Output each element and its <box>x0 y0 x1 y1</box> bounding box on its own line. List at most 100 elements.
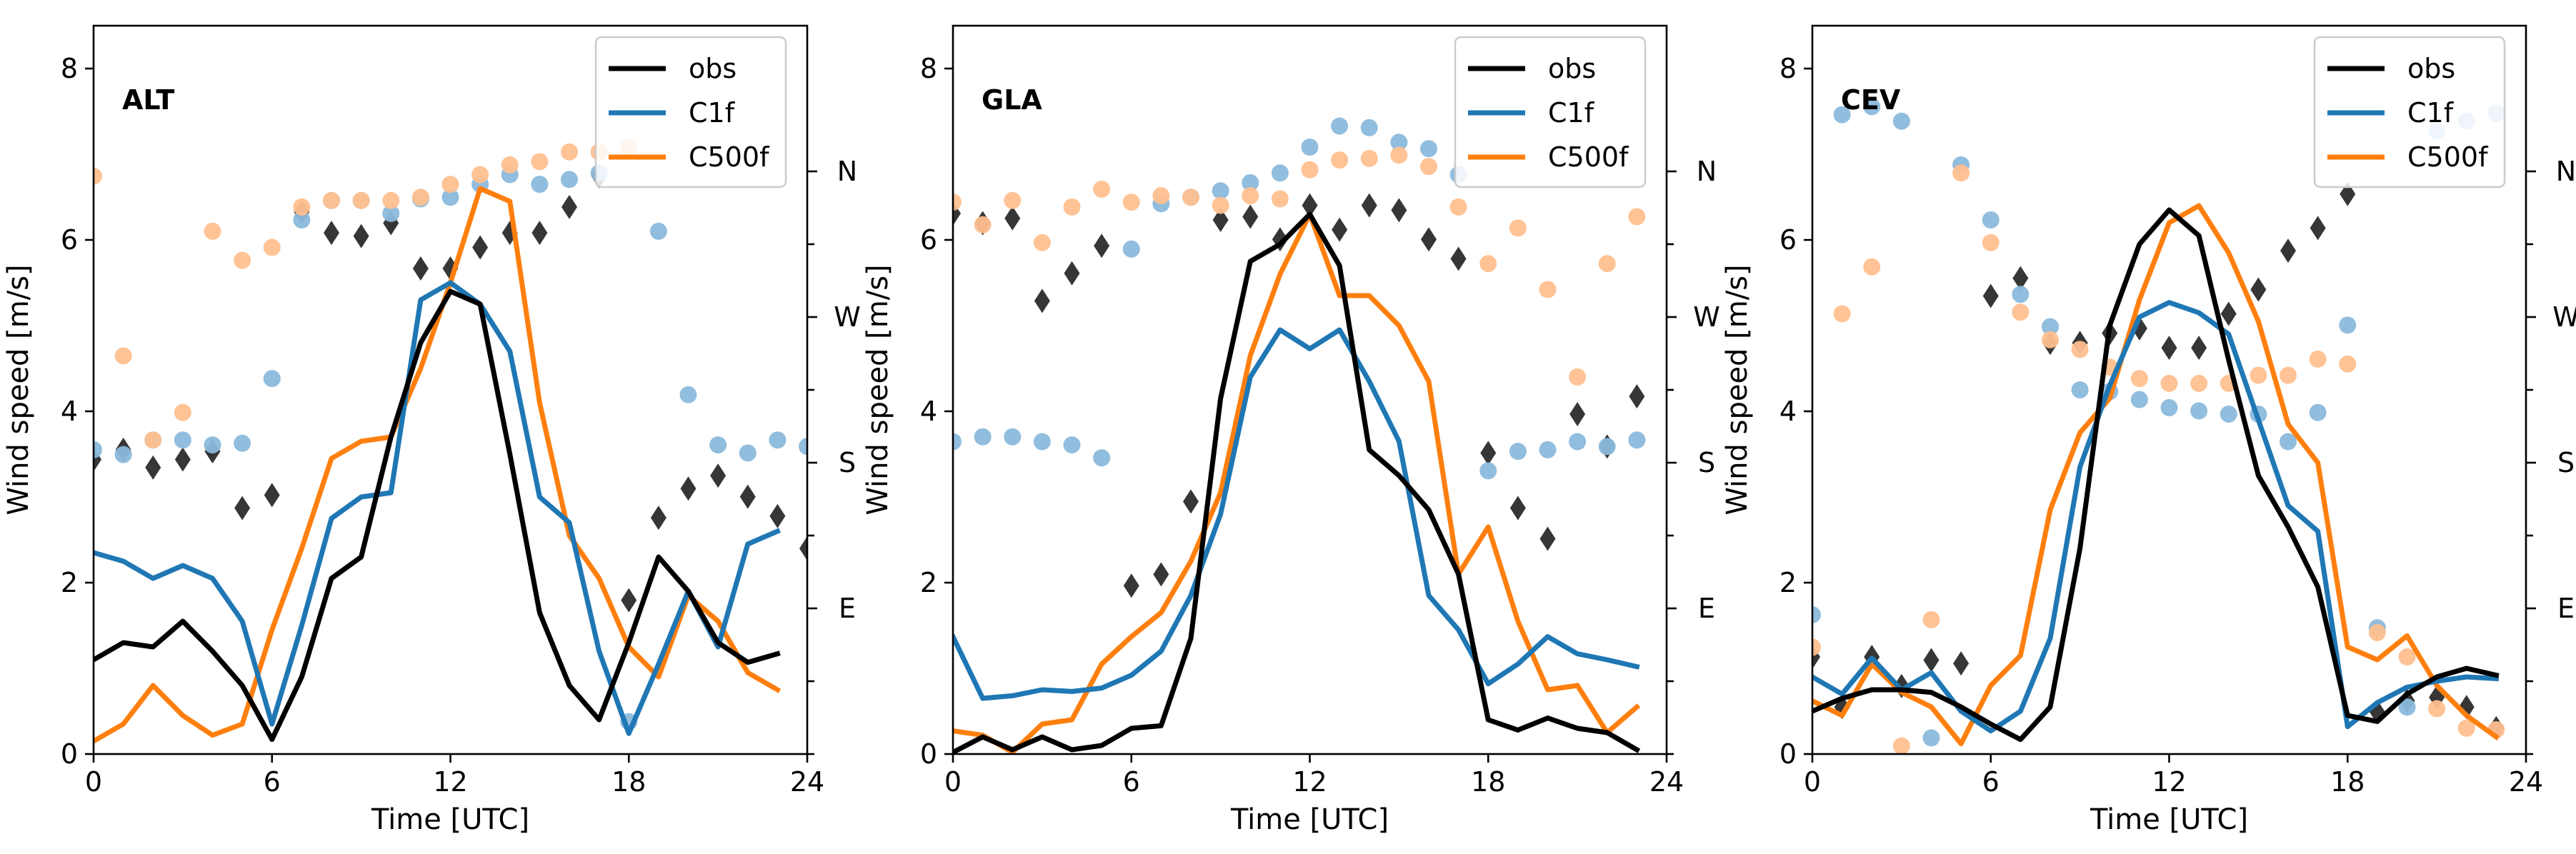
legend-label-c500f: C500f <box>1548 141 1629 173</box>
obs-direction-point <box>1004 206 1021 231</box>
c1f-series-line <box>94 280 781 736</box>
y-tick-label: 8 <box>61 53 78 84</box>
c500f-direction-point <box>234 251 251 269</box>
obs-direction-point <box>1421 227 1437 252</box>
obs-direction-point <box>739 484 756 509</box>
y-tick-label: 2 <box>920 567 937 598</box>
obs-direction-point <box>769 503 786 528</box>
c500f-direction-point <box>1004 191 1022 209</box>
c1f-direction-point <box>382 204 400 222</box>
obs-direction-point <box>561 194 577 219</box>
y-tick-label: 6 <box>1779 224 1797 256</box>
y-tick-label: 2 <box>61 567 78 598</box>
c500f-direction-point <box>1271 190 1289 208</box>
c500f-direction-point <box>974 216 992 233</box>
legend-box <box>594 36 787 189</box>
c500f-series-line <box>953 211 1641 754</box>
c500f-direction-point <box>2339 355 2357 373</box>
obs-direction-point <box>1332 217 1348 242</box>
c1f-direction-point <box>1479 462 1497 480</box>
c1f-direction-point <box>2220 406 2237 423</box>
x-tick-label: 0 <box>1804 766 1821 798</box>
y-axis-label: Wind speed [m/s] <box>862 264 894 515</box>
c500f-direction-point <box>1122 194 1140 211</box>
c500f-direction-point <box>293 198 311 216</box>
c1f-direction-point <box>2071 381 2089 398</box>
x-axis-label: Time [UTC] <box>2090 803 2248 836</box>
obs-direction-point <box>1361 193 1377 218</box>
c500f-direction-point <box>1892 737 1910 754</box>
c1f-direction-point <box>1598 438 1616 456</box>
c500f-series-line <box>94 186 782 745</box>
legend-box <box>1454 36 1647 189</box>
c1f-direction-point <box>1833 106 1851 124</box>
legend: obs C1f C500f <box>2313 36 2506 189</box>
c1f-direction-point <box>649 222 667 240</box>
c1f-direction-point <box>94 441 102 458</box>
obs-direction-point <box>799 536 807 561</box>
c1f-direction-point <box>769 431 787 449</box>
c1f-direction-point <box>1509 443 1527 461</box>
c1f-direction-point <box>1033 433 1051 451</box>
c1f-direction-point <box>1063 436 1081 454</box>
obs-direction-point <box>145 455 161 480</box>
c1f-direction-point <box>1892 112 1910 130</box>
c500f-direction-point <box>352 191 370 209</box>
c1f-direction-point <box>1628 431 1646 449</box>
c1f-direction-point <box>1004 428 1022 446</box>
c500f-direction-point <box>1212 196 1229 214</box>
c500f-direction-point <box>1539 281 1557 298</box>
c500f-direction-point <box>1301 161 1319 179</box>
c1f-direction-point <box>1301 139 1319 156</box>
obs-direction-point <box>1212 208 1229 232</box>
direction-label: S <box>839 447 856 478</box>
c1f-direction-point <box>1812 606 1821 624</box>
c500f-direction-point <box>94 167 102 185</box>
obs-direction-point <box>650 506 667 531</box>
obs-direction-point <box>2012 266 2029 291</box>
c500f-direction-point <box>204 222 221 240</box>
obs-direction-point <box>324 221 339 246</box>
c500f-direction-point <box>411 189 429 206</box>
x-tick-label: 24 <box>1649 766 1684 798</box>
x-tick-label: 18 <box>2330 766 2365 798</box>
c500f-direction-point <box>2457 719 2475 737</box>
x-tick-label: 24 <box>2509 766 2543 798</box>
obs-direction-point <box>1302 193 1318 218</box>
station-title: GLA <box>982 84 1042 116</box>
legend: obs C1f C500f <box>594 36 787 189</box>
obs-direction-point <box>1923 648 1940 673</box>
legend-label-c500f: C500f <box>2407 141 2489 173</box>
c1f-direction-point <box>1982 211 2000 228</box>
obs-direction-point <box>1064 261 1080 286</box>
direction-label: E <box>2557 593 2575 624</box>
c500f-direction-point <box>953 194 962 211</box>
y-tick-label: 8 <box>920 53 937 84</box>
direction-label: S <box>2557 447 2575 478</box>
c1f-direction-point <box>531 176 549 194</box>
plot-area <box>94 139 807 745</box>
c500f-direction-point <box>2071 341 2089 358</box>
c500f-direction-point <box>114 347 132 365</box>
c1f-direction-point <box>974 428 992 446</box>
legend-label-obs: obs <box>2407 53 2455 84</box>
obs-direction-point <box>2250 277 2267 302</box>
c500f-direction-point <box>2160 374 2178 392</box>
obs-direction-point <box>1509 496 1526 521</box>
c500f-direction-point <box>2398 648 2416 665</box>
c500f-direction-point <box>531 153 549 171</box>
x-axis-label: Time [UTC] <box>371 803 529 836</box>
y-axis-label: Wind speed [m/s] <box>1721 264 1754 515</box>
c1f-direction-point <box>2309 403 2327 421</box>
c1f-direction-point <box>1093 449 1111 467</box>
y-tick-label: 6 <box>920 224 937 256</box>
c500f-direction-point <box>2012 303 2030 321</box>
y-tick-label: 6 <box>61 224 78 256</box>
plot-area <box>953 117 1646 754</box>
obs-direction-point <box>1569 402 1586 426</box>
c500f-direction-point <box>1360 149 1378 167</box>
c1f-direction-point <box>174 431 191 449</box>
c1f-direction-point <box>679 386 697 403</box>
